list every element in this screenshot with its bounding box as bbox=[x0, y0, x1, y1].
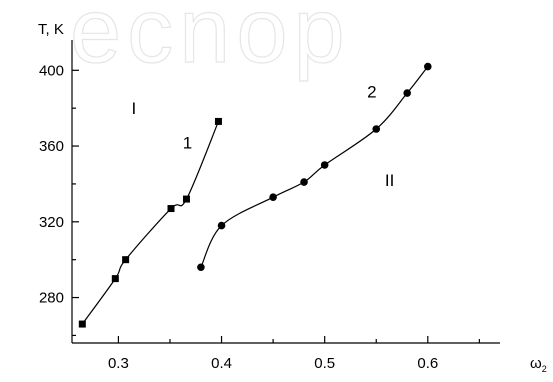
series-2-label: 2 bbox=[367, 83, 376, 102]
series-2-point bbox=[403, 89, 411, 97]
series-1-line bbox=[81, 121, 220, 325]
series-2-point bbox=[269, 193, 277, 201]
series-1-point bbox=[111, 275, 119, 283]
y-axis-label: T, K bbox=[38, 21, 64, 38]
region-label: II bbox=[385, 171, 394, 190]
series-2-point bbox=[300, 178, 308, 186]
series-1-point bbox=[167, 205, 175, 213]
x-axis-label: ω2 bbox=[530, 355, 547, 374]
series-1-point bbox=[182, 195, 190, 203]
x-tick-label: 0.3 bbox=[108, 355, 129, 372]
watermark: ecnop bbox=[70, 0, 351, 82]
y-tick-label: 360 bbox=[39, 138, 64, 155]
series-2-point bbox=[424, 62, 432, 71]
region-label: I bbox=[132, 99, 137, 118]
series-2-line bbox=[200, 66, 429, 268]
series-2-point bbox=[320, 161, 329, 169]
x-tick-label: 0.5 bbox=[314, 355, 335, 372]
x-axis-symbol: ω bbox=[530, 355, 542, 372]
series-2-point bbox=[372, 125, 381, 133]
series-1-point bbox=[122, 256, 130, 264]
y-tick-label: 280 bbox=[39, 290, 64, 307]
series-1-point bbox=[214, 117, 222, 125]
x-tick-label: 0.6 bbox=[417, 355, 438, 372]
x-axis-subscript: 2 bbox=[542, 364, 547, 374]
x-tick-label: 0.4 bbox=[211, 355, 232, 372]
series-1-label: 1 bbox=[183, 133, 192, 152]
series-2-point bbox=[197, 263, 205, 272]
series-1-point bbox=[78, 320, 86, 328]
y-tick-label: 320 bbox=[39, 214, 64, 231]
series-2-point bbox=[217, 221, 226, 230]
y-tick-label: 400 bbox=[39, 62, 64, 79]
